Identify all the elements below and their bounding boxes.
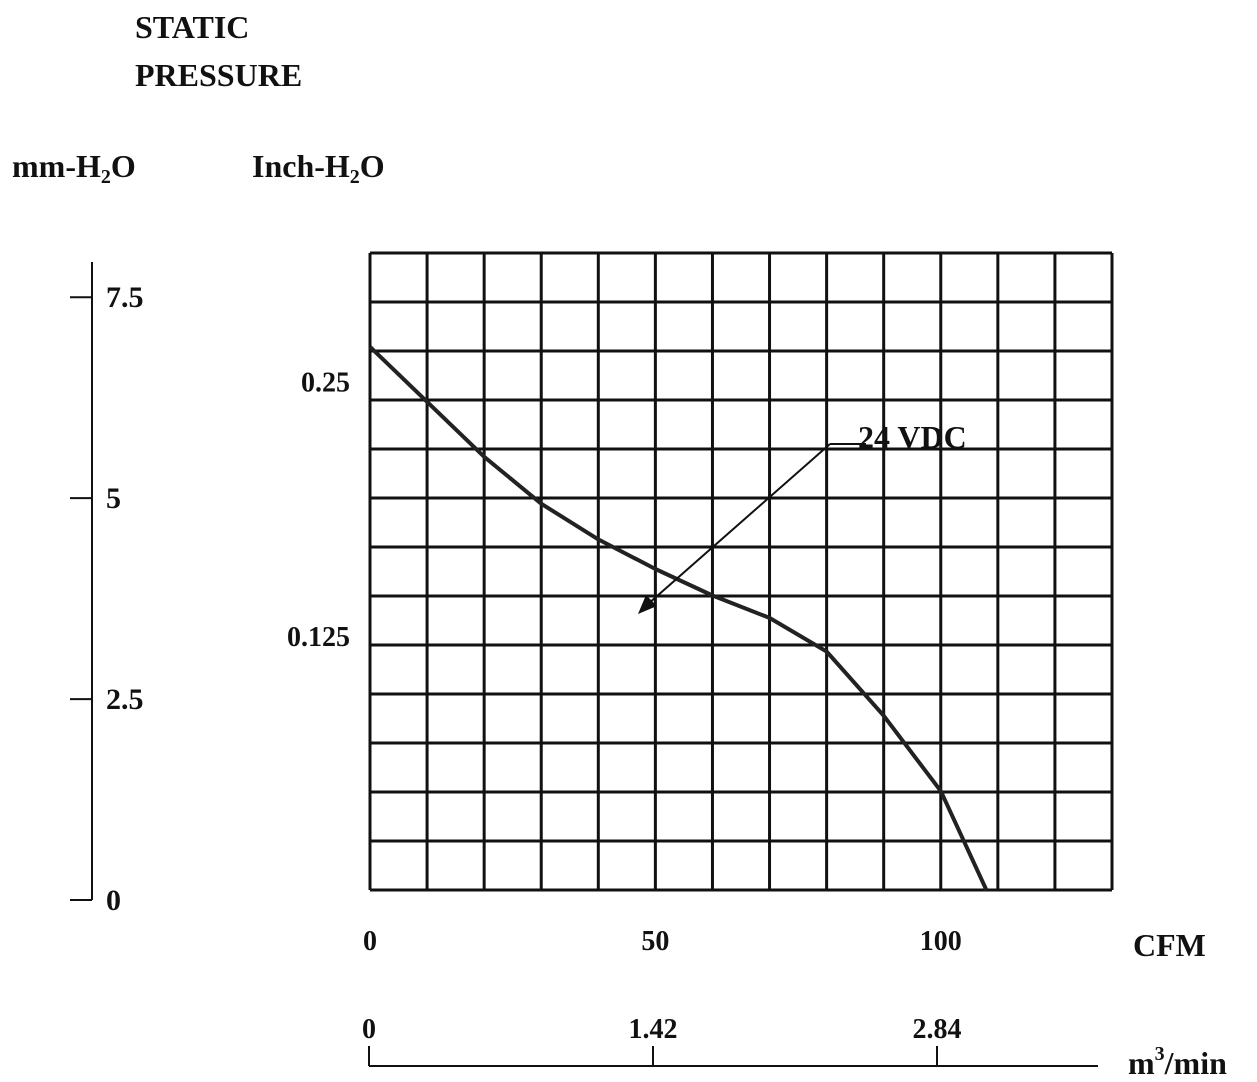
y-axis-mm-tick-label: 0 xyxy=(106,884,121,917)
y-axis-inch-tick-label: 0.125 xyxy=(287,622,350,653)
y-axis-inch-labels: 0.25 0.125 xyxy=(287,367,350,653)
y-axis-inch-unit: Inch-H2O xyxy=(252,148,385,188)
y-axis-mm-ticks: 7.5 5 2.5 0 xyxy=(70,281,144,917)
x-axis-m3-tick-label: 2.84 xyxy=(913,1014,962,1045)
x-axis-cfm-tick-label: 50 xyxy=(641,926,669,957)
y-axis-inch-tick-label: 0.25 xyxy=(301,367,350,398)
y-axis-mm-tick-label: 2.5 xyxy=(106,683,144,716)
y-axis-mm-unit: mm-H2O xyxy=(12,148,136,188)
annotation-label: 24 VDC xyxy=(858,419,967,455)
chart-title-line1: STATIC xyxy=(135,9,249,45)
x-axis-m3-unit: m3/min xyxy=(1128,1043,1227,1081)
y-axis-mm-tick-label: 7.5 xyxy=(106,281,144,314)
x-axis-cfm-unit: CFM xyxy=(1133,927,1206,963)
annotation-arrow-line xyxy=(647,443,831,605)
series-line-24vdc xyxy=(368,345,989,891)
chart-title-line2: PRESSURE xyxy=(135,57,302,93)
x-axis-m3: 0 1.42 2.84 xyxy=(362,1014,1098,1067)
series-group xyxy=(368,345,989,891)
x-axis-cfm-tick-label: 0 xyxy=(363,926,377,957)
x-axis-cfm-tick-label: 100 xyxy=(920,926,962,957)
x-axis-cfm-labels: 0 50 100 xyxy=(363,926,962,957)
y-axis-mm-tick-label: 5 xyxy=(106,482,121,515)
chart-grid xyxy=(368,251,1114,892)
x-axis-m3-tick-label: 0 xyxy=(362,1014,376,1045)
x-axis-m3-tick-label: 1.42 xyxy=(629,1014,678,1045)
annotation-arrowhead xyxy=(638,595,657,614)
